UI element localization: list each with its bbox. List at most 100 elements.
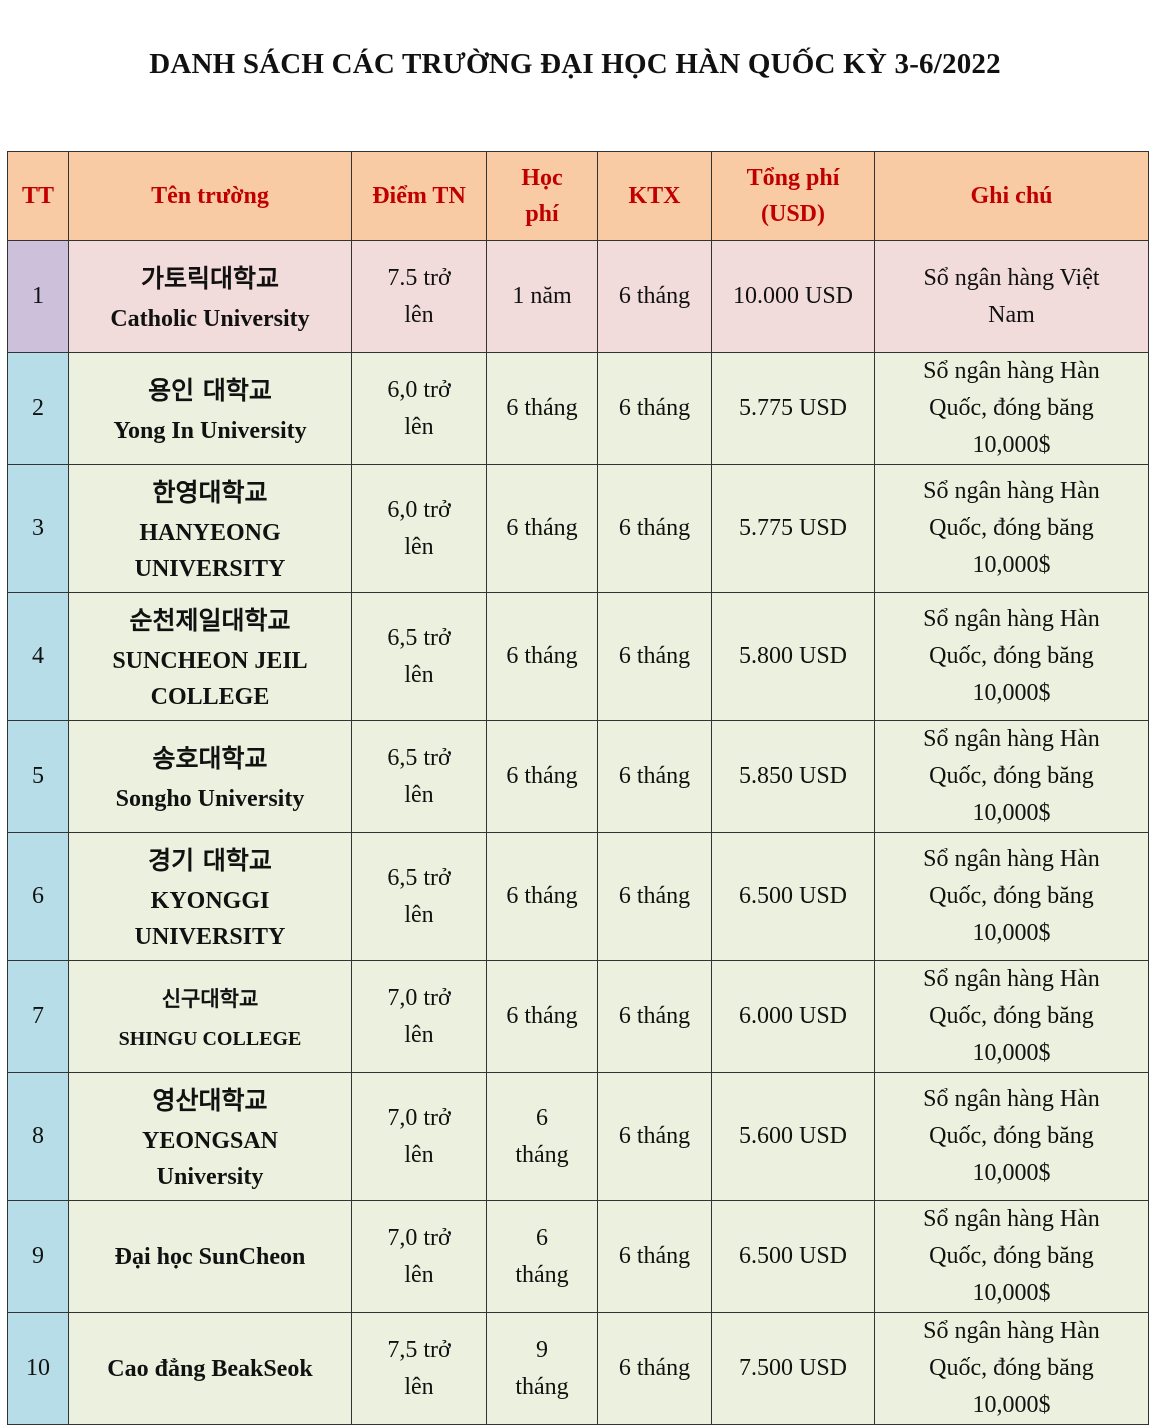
cell-fee: 6 tháng (486, 960, 598, 1073)
table-row: 5 송호대학교 Songho University 6,5 trở lên 6 th… (7, 720, 1149, 833)
note-line1: Sổ ngân hàng Hàn (923, 726, 1100, 752)
cell-dorm: 6 tháng (597, 720, 712, 833)
cell-tt: 2 (7, 352, 69, 465)
note-line2: Quốc, đóng băng (929, 1003, 1094, 1029)
cell-name: Đại học SunCheon (68, 1200, 352, 1313)
cell-name: 순천제일대학교 SUNCHEON JEIL COLLEGE (68, 592, 352, 721)
name-english: Catholic University (110, 305, 310, 332)
note-line3: 10,000$ (972, 432, 1051, 458)
header-fee-line1: Học (521, 165, 563, 191)
cell-total: 5.775 USD (711, 352, 875, 465)
header-tt: TT (7, 151, 69, 241)
header-total: Tổng phí (USD) (711, 151, 875, 241)
cell-score: 6,5 trở lên (351, 832, 487, 961)
cell-note: Sổ ngân hàng Hàn Quốc, đóng băng 10,000$ (874, 464, 1149, 593)
cell-tt: 4 (7, 592, 69, 721)
cell-score: 6,5 trở lên (351, 592, 487, 721)
note-line1: Sổ ngân hàng Hàn (923, 358, 1100, 384)
name-korean: 영산대학교 (152, 1085, 268, 1115)
header-total-line1: Tổng phí (746, 165, 840, 191)
score-line2: lên (404, 1373, 434, 1400)
cell-dorm: 6 tháng (597, 832, 712, 961)
note-line2: Quốc, đóng băng (929, 395, 1094, 421)
cell-dorm: 6 tháng (597, 1312, 712, 1425)
cell-name: Cao đẳng BeakSeok (68, 1312, 352, 1425)
header-score: Điểm TN (351, 151, 487, 241)
cell-score: 7,0 trở lên (351, 960, 487, 1073)
note-line2: Quốc, đóng băng (929, 1355, 1094, 1381)
note-line1: Sổ ngân hàng Hàn (923, 966, 1100, 992)
name-english-line2: COLLEGE (150, 683, 270, 710)
name-english: SHINGU COLLEGE (118, 1027, 302, 1050)
cell-total: 5.850 USD (711, 720, 875, 833)
note-line2: Quốc, đóng băng (929, 643, 1094, 669)
header-fee-line2: phí (525, 201, 559, 227)
score-line1: 6,0 trở (387, 376, 451, 403)
note-line2: Nam (988, 301, 1035, 328)
header-note: Ghi chú (874, 151, 1149, 241)
name-english-line2: UNIVERSITY (134, 923, 286, 950)
cell-note: Sổ ngân hàng Hàn Quốc, đóng băng 10,000$ (874, 592, 1149, 721)
header-row: TT Tên trường Điểm TN Học phí KTX Tổng ph… (7, 151, 1149, 241)
name-english: Yong In University (113, 417, 307, 444)
cell-tt: 3 (7, 464, 69, 593)
cell-score: 6,5 trở lên (351, 720, 487, 833)
header-total-line2: (USD) (761, 201, 825, 227)
name-korean: 가토릭대학교 (140, 263, 279, 293)
note-line3: 10,000$ (972, 552, 1051, 578)
table-row: 2 용인 대학교 Yong In University 6,0 trở lên 6 … (7, 352, 1149, 465)
cell-tt: 9 (7, 1200, 69, 1313)
name-english: YEONGSAN (141, 1127, 279, 1154)
table-row: 7 신구대학교 SHINGU COLLEGE 7,0 trở lên 6 tháng… (7, 960, 1149, 1073)
cell-score: 6,0 trở lên (351, 352, 487, 465)
name-english: HANYEONG (139, 519, 281, 546)
cell-fee: 6 tháng (486, 720, 598, 833)
cell-total: 5.800 USD (711, 592, 875, 721)
name-korean: 송호대학교 (152, 743, 268, 773)
cell-score: 7,0 trở lên (351, 1200, 487, 1313)
name-english: KYONGGI (150, 887, 270, 914)
cell-name: 신구대학교 SHINGU COLLEGE (68, 960, 352, 1073)
name-korean: 순천제일대학교 (129, 605, 291, 635)
cell-total: 5.775 USD (711, 464, 875, 593)
table-row: 8 영산대학교 YEONGSAN University 7,0 trở lên 6 th… (7, 1072, 1149, 1201)
name-english-line2: University (156, 1163, 264, 1190)
universities-table: TT Tên trường Điểm TN Học phí KTX Tổng ph… (7, 151, 1149, 1425)
table-row: 6 경기 대학교 KYONGGI UNIVERSITY 6,5 trở lên 6 t… (7, 832, 1149, 961)
cell-name: 한영대학교 HANYEONG UNIVERSITY (68, 464, 352, 593)
score-line2: lên (404, 1261, 434, 1288)
cell-total: 7.500 USD (711, 1312, 875, 1425)
cell-name: 경기 대학교 KYONGGI UNIVERSITY (68, 832, 352, 961)
score-line2: lên (404, 1141, 434, 1168)
page-title: DANH SÁCH CÁC TRƯỜNG ĐẠI HỌC HÀN QUỐC KỲ… (149, 48, 1001, 80)
note-line1: Sổ ngân hàng Việt (923, 264, 1100, 291)
name-korean: 경기 대학교 (148, 845, 272, 875)
score-line1: 6,5 trở (387, 864, 451, 891)
cell-tt: 8 (7, 1072, 69, 1201)
header-fee: Học phí (486, 151, 598, 241)
score-line1: 6,5 trở (387, 744, 451, 771)
note-line2: Quốc, đóng băng (929, 1243, 1094, 1269)
score-line2: lên (404, 901, 434, 928)
cell-fee: 6 tháng (486, 352, 598, 465)
cell-score: 7.5 trở lên (351, 240, 487, 353)
cell-fee: 6 tháng (486, 1200, 598, 1313)
score-line1: 7.5 trở (387, 264, 451, 291)
table-row: 1 가토릭대학교 Catholic University 7.5 trở lên 1… (7, 240, 1149, 353)
cell-fee: 6 tháng (486, 1072, 598, 1201)
cell-dorm: 6 tháng (597, 960, 712, 1073)
cell-fee: 6 tháng (486, 464, 598, 593)
note-line3: 10,000$ (972, 1280, 1051, 1306)
cell-name: 송호대학교 Songho University (68, 720, 352, 833)
table-row: 4 순천제일대학교 SUNCHEON JEIL COLLEGE 6,5 trở lên… (7, 592, 1149, 721)
header-dorm: KTX (597, 151, 712, 241)
table-row: 10 Cao đẳng BeakSeok 7,5 trở lên 9 tháng 6… (7, 1312, 1149, 1425)
cell-total: 6.000 USD (711, 960, 875, 1073)
cell-note: Sổ ngân hàng Hàn Quốc, đóng băng 10,000$ (874, 352, 1149, 465)
note-line3: 10,000$ (972, 1160, 1051, 1186)
cell-total: 10.000 USD (711, 240, 875, 353)
cell-total: 5.600 USD (711, 1072, 875, 1201)
table-row: 9 Đại học SunCheon 7,0 trở lên 6 tháng 6 t… (7, 1200, 1149, 1313)
cell-fee: 9 tháng (486, 1312, 598, 1425)
name-korean: 용인 대학교 (148, 375, 272, 405)
